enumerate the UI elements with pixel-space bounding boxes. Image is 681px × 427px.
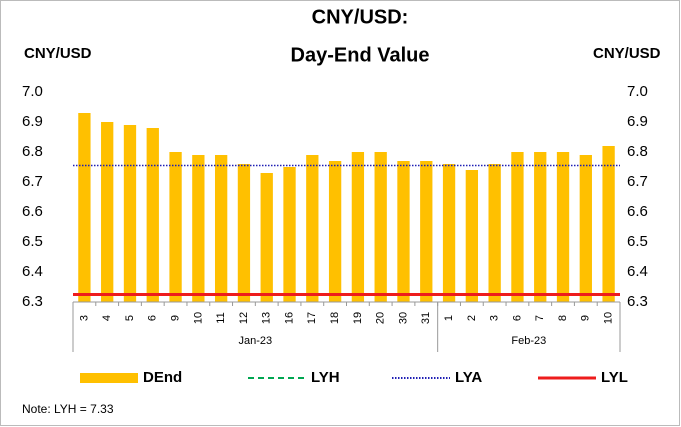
bar	[511, 152, 524, 302]
y2-tick-label: 6.3	[627, 293, 648, 310]
y-tick-label: 6.8	[22, 143, 43, 160]
x-tick-label: 3	[489, 315, 501, 321]
bar	[442, 164, 456, 302]
bar	[306, 155, 319, 302]
bar	[420, 161, 433, 302]
bar	[260, 173, 273, 302]
y2-tick-label: 7.0	[627, 83, 648, 100]
x-tick-label: 31	[420, 312, 432, 324]
x-tick-label: 1	[443, 315, 455, 321]
bar	[169, 152, 182, 302]
x-tick-label: 6	[147, 315, 159, 321]
legend-label: LYH	[311, 369, 340, 386]
y2-tick-label: 6.6	[627, 203, 648, 220]
bar	[78, 113, 91, 302]
group-label: Jan-23	[239, 335, 273, 347]
y2-tick-label: 6.4	[627, 263, 648, 280]
legend-swatch	[80, 373, 138, 383]
y-tick-label: 6.5	[22, 233, 43, 250]
bar	[534, 152, 547, 302]
y-axis-title: CNY/USD	[24, 45, 92, 62]
x-tick-label: 5	[124, 315, 136, 321]
x-tick-label: 3	[78, 315, 90, 321]
x-tick-label: 13	[261, 312, 273, 324]
bar	[488, 164, 501, 302]
y2-tick-label: 6.7	[627, 173, 648, 190]
bar	[101, 122, 114, 302]
y2-tick-label: 6.8	[627, 143, 648, 160]
note: Note: LYH = 7.33	[22, 402, 114, 416]
x-tick-label: 8	[557, 315, 569, 321]
x-tick-label: 11	[215, 312, 227, 323]
group-label: Feb-23	[511, 335, 546, 347]
legend-label: LYA	[455, 369, 482, 386]
bar	[146, 128, 159, 302]
y-tick-label: 7.0	[22, 83, 43, 100]
legend-label: DEnd	[143, 369, 182, 386]
y-tick-label: 6.9	[22, 113, 43, 130]
x-tick-label: 6	[511, 315, 523, 321]
y2-tick-label: 6.5	[627, 233, 648, 250]
bar	[465, 170, 479, 302]
bar	[123, 125, 137, 302]
bar	[283, 167, 296, 302]
bar	[556, 152, 570, 302]
legend-label: LYL	[601, 369, 628, 386]
x-tick-label: 10	[603, 312, 615, 324]
x-tick-label: 18	[329, 312, 341, 324]
x-tick-label: 30	[397, 312, 409, 324]
x-tick-label: 17	[306, 312, 318, 324]
x-tick-label: 12	[238, 312, 250, 324]
x-tick-label: 7	[534, 315, 546, 321]
x-tick-label: 10	[192, 312, 204, 324]
bar	[328, 161, 342, 302]
y-tick-label: 6.4	[22, 263, 43, 280]
bar	[214, 155, 228, 302]
chart-title: CNY/USD:	[312, 6, 409, 28]
x-tick-label: 9	[580, 315, 592, 321]
x-tick-label: 9	[169, 315, 181, 321]
x-tick-label: 19	[352, 312, 364, 324]
bar	[237, 164, 251, 302]
y2-tick-label: 6.9	[627, 113, 648, 130]
x-tick-label: 20	[375, 312, 387, 324]
bar	[192, 155, 205, 302]
x-tick-label: 2	[466, 315, 478, 321]
y2-axis-title: CNY/USD	[593, 45, 661, 62]
bar	[602, 146, 615, 302]
y-tick-label: 6.7	[22, 173, 43, 190]
bar	[374, 152, 387, 302]
bar	[351, 152, 365, 302]
y-tick-label: 6.6	[22, 203, 43, 220]
y-tick-label: 6.3	[22, 293, 43, 310]
x-tick-label: 16	[283, 312, 295, 324]
bar	[579, 155, 592, 302]
chart-subtitle: Day-End Value	[291, 44, 430, 66]
x-tick-label: 4	[101, 315, 113, 321]
bar	[397, 161, 410, 302]
